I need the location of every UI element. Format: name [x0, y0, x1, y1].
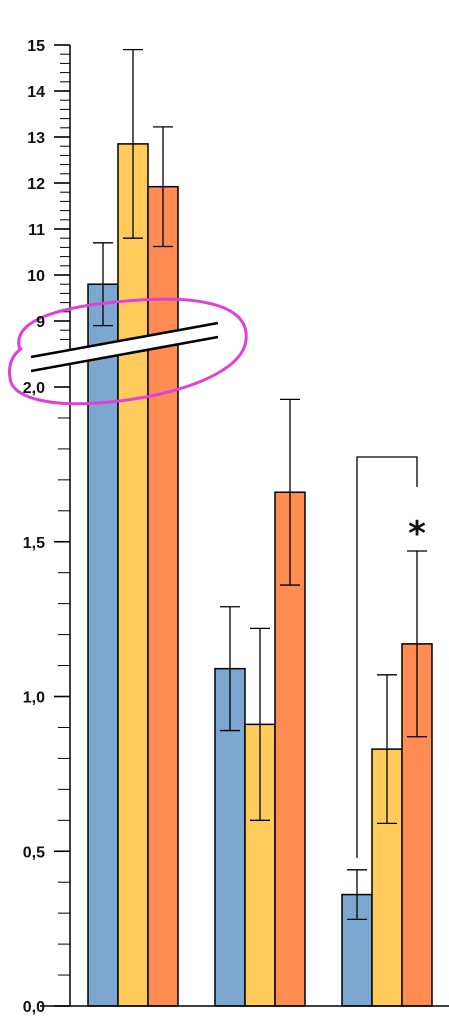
- y-tick-label-lower: 1,0: [23, 690, 45, 707]
- y-tick-label-upper: 10: [27, 268, 45, 285]
- highlight-circle: [8, 297, 248, 406]
- significance-star: *: [408, 514, 426, 554]
- y-tick-label-upper: 11: [28, 222, 45, 239]
- tick-labels-layer: 9 10 11 12 13 14 15 0,0 0,5 1,0 1,5 2,0: [23, 38, 45, 1016]
- axis-break-gap: [31, 323, 218, 371]
- axis-break-marker: [30, 321, 219, 373]
- axis-break-line-lower: [30, 335, 219, 373]
- y-tick-label-upper: 15: [27, 38, 45, 55]
- y-tick-label-lower: 2,0: [23, 380, 45, 397]
- errorbars-layer: [93, 48, 427, 920]
- bar: [87, 283, 119, 1007]
- y-tick-label-upper: 13: [27, 130, 45, 147]
- y-tick-label-upper: 14: [27, 84, 45, 101]
- y-tick-label-upper: 9: [36, 314, 45, 331]
- bar: [117, 143, 149, 1007]
- ticks-layer: [54, 44, 70, 1007]
- y-tick-label-lower: 0,0: [23, 999, 45, 1016]
- y-tick-label-lower: 0,5: [23, 844, 45, 861]
- y-tick-label-lower: 1,5: [23, 535, 45, 552]
- y-tick-label-upper: 12: [27, 176, 45, 193]
- bars-layer: [87, 143, 433, 1007]
- bar: [147, 185, 179, 1007]
- significance-layer: *: [356, 456, 426, 858]
- axis-break-line-upper: [30, 321, 219, 359]
- significance-bracket: [356, 456, 418, 858]
